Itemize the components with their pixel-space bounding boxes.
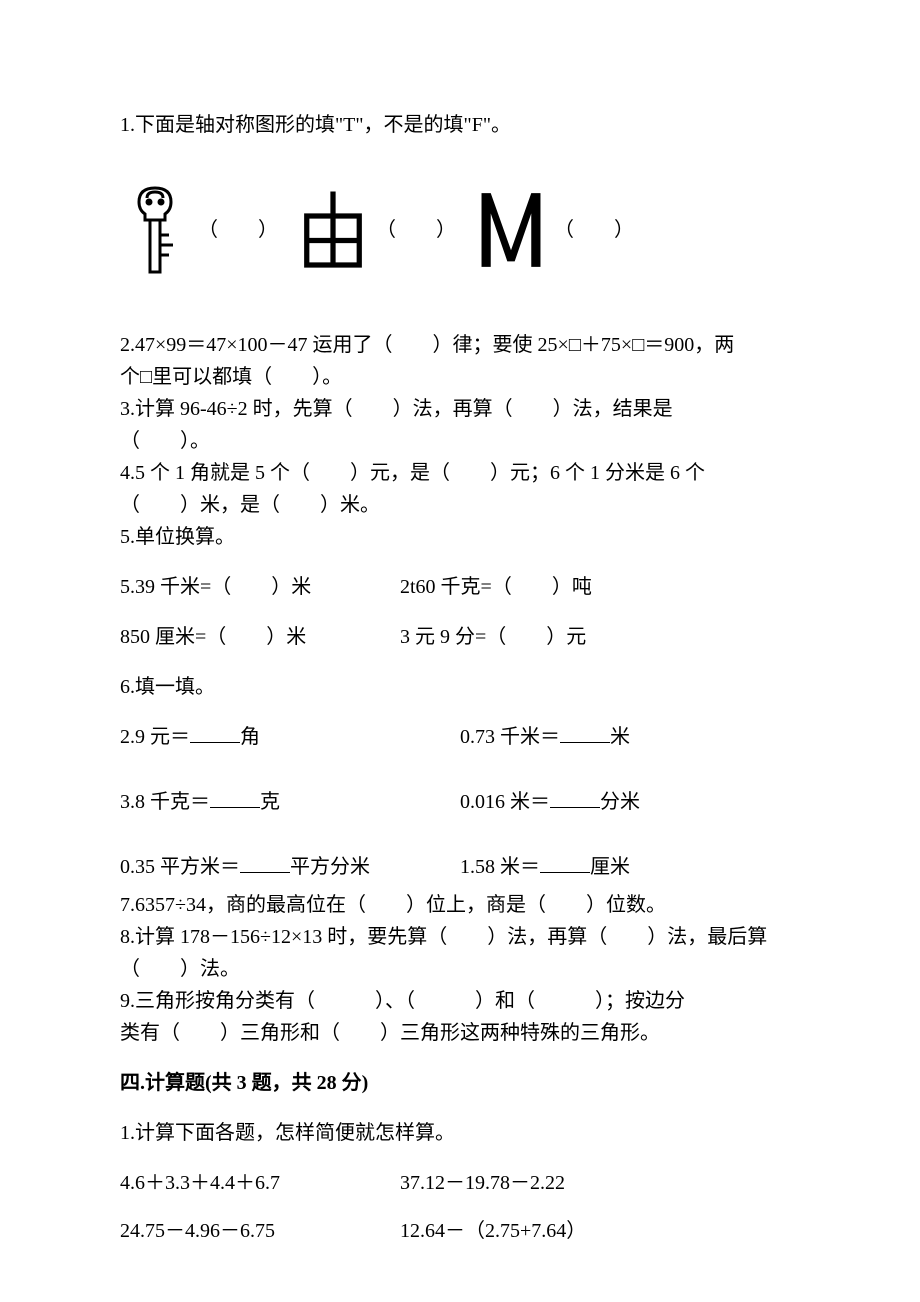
icon-group-3: （ ） — [476, 180, 642, 280]
q6-row-3: 0.35 平方米＝ 平方分米 1.58 米＝ 厘米 — [120, 852, 800, 882]
q6-r2-l-suf: 克 — [260, 791, 280, 813]
calc-row-1-left: 4.6＋3.3＋4.4＋6.7 — [120, 1168, 400, 1198]
q6-r1-r-suf: 米 — [610, 726, 630, 748]
question-9-line2: 类有（ ）三角形和（ ）三角形这两种特殊的三角形。 — [120, 1018, 800, 1048]
question-2-line2: 个□里可以都填（ ）。 — [120, 362, 800, 392]
section-4-q1: 1.计算下面各题，怎样简便就怎样算。 — [120, 1118, 800, 1148]
calc-row-2-left: 24.75－4.96－6.75 — [120, 1216, 400, 1246]
question-4-line2: （ ）米，是（ ）米。 — [120, 490, 800, 520]
question-2-line1: 2.47×99＝47×100－47 运用了（ ）律；要使 25×□＋75×□＝9… — [120, 330, 800, 360]
q6-row-1-right: 0.73 千米＝ 米 — [460, 722, 800, 752]
q5-row-1-left: 5.39 千米=（ ）米 — [120, 572, 400, 602]
question-3-line1: 3.计算 96-46÷2 时，先算（ ）法，再算（ ）法，结果是 — [120, 394, 800, 424]
question-8-line1: 8.计算 178－156÷12×13 时，要先算（ ）法，再算（ ）法，最后算 — [120, 922, 800, 952]
q6-row-3-left: 0.35 平方米＝ 平方分米 — [120, 852, 460, 882]
question-7: 7.6357÷34，商的最高位在（ ）位上，商是（ ）位数。 — [120, 890, 800, 920]
blank-underline — [240, 855, 290, 873]
letter-m-icon — [476, 180, 546, 280]
q6-r3-r-suf: 厘米 — [590, 856, 630, 878]
q6-row-3-right: 1.58 米＝ 厘米 — [460, 852, 800, 882]
question-8-line2: （ ）法。 — [120, 954, 800, 984]
section-4-header: 四.计算题(共 3 题，共 28 分) — [120, 1068, 800, 1098]
question-1-text: 1.下面是轴对称图形的填"T"，不是的填"F"。 — [120, 110, 800, 140]
question-9-line1: 9.三角形按角分类有（ ）、（ ）和（ ）；按边分 — [120, 986, 800, 1016]
blank-underline — [540, 855, 590, 873]
you-character-icon — [298, 180, 368, 280]
q6-r1-l-suf: 角 — [240, 726, 260, 748]
question-5-group: 5.39 千米=（ ）米 2t60 千克=（ ）吨 850 厘米=（ ）米 3 … — [120, 572, 800, 652]
q6-r3-l-suf: 平方分米 — [290, 856, 370, 878]
q6-row-2-right: 0.016 米＝ 分米 — [460, 787, 800, 817]
blank-underline — [550, 790, 600, 808]
blank-2: （ ） — [376, 215, 456, 245]
calc-row-2: 24.75－4.96－6.75 12.64－（2.75+7.64） — [120, 1216, 800, 1246]
calc-row-2-right: 12.64－（2.75+7.64） — [400, 1216, 800, 1246]
q6-row-2: 3.8 千克＝ 克 0.016 米＝ 分米 — [120, 787, 800, 817]
question-6-group: 2.9 元＝ 角 0.73 千米＝ 米 3.8 千克＝ 克 0.016 米＝ 分米 0.… — [120, 722, 800, 882]
q6-row-1: 2.9 元＝ 角 0.73 千米＝ 米 — [120, 722, 800, 752]
q5-row-2-right: 3 元 9 分=（ ）元 — [400, 622, 800, 652]
calc-row-1-right: 37.12－19.78－2.22 — [400, 1168, 800, 1198]
q5-row-2: 850 厘米=（ ）米 3 元 9 分=（ ）元 — [120, 622, 800, 652]
question-3-line2: （ ）。 — [120, 426, 800, 456]
key-icon — [120, 180, 190, 280]
blank-underline — [190, 725, 240, 743]
blank-3: （ ） — [554, 215, 634, 245]
question-1-icons-row: （ ） （ ） （ ） — [120, 180, 800, 280]
q6-row-2-left: 3.8 千克＝ 克 — [120, 787, 460, 817]
icon-group-2: （ ） — [298, 180, 464, 280]
blank-underline — [210, 790, 260, 808]
q6-r2-r-suf: 分米 — [600, 791, 640, 813]
q5-row-1-right: 2t60 千克=（ ）吨 — [400, 572, 800, 602]
q6-r2-l-pre: 3.8 千克＝ — [120, 791, 210, 813]
q6-r3-r-pre: 1.58 米＝ — [460, 856, 540, 878]
calc-group: 4.6＋3.3＋4.4＋6.7 37.12－19.78－2.22 24.75－4… — [120, 1168, 800, 1246]
q6-r1-l-pre: 2.9 元＝ — [120, 726, 190, 748]
blank-1: （ ） — [198, 215, 278, 245]
question-6-header: 6.填一填。 — [120, 672, 800, 702]
q6-r3-l-pre: 0.35 平方米＝ — [120, 856, 240, 878]
icon-group-1: （ ） — [120, 180, 286, 280]
q6-r2-r-pre: 0.016 米＝ — [460, 791, 550, 813]
question-5-header: 5.单位换算。 — [120, 522, 800, 552]
blank-underline — [560, 725, 610, 743]
q5-row-2-left: 850 厘米=（ ）米 — [120, 622, 400, 652]
question-4-line1: 4.5 个 1 角就是 5 个（ ）元，是（ ）元；6 个 1 分米是 6 个 — [120, 458, 800, 488]
q6-row-1-left: 2.9 元＝ 角 — [120, 722, 460, 752]
q5-row-1: 5.39 千米=（ ）米 2t60 千克=（ ）吨 — [120, 572, 800, 602]
calc-row-1: 4.6＋3.3＋4.4＋6.7 37.12－19.78－2.22 — [120, 1168, 800, 1198]
q6-r1-r-pre: 0.73 千米＝ — [460, 726, 560, 748]
